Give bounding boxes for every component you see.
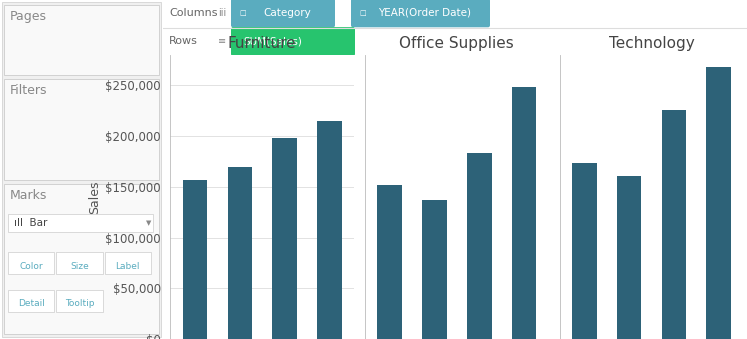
Bar <box>572 162 597 339</box>
FancyBboxPatch shape <box>2 2 161 337</box>
Text: Label: Label <box>116 262 140 271</box>
Bar <box>317 121 341 339</box>
Text: Category: Category <box>263 8 311 18</box>
Text: Filters: Filters <box>10 84 48 97</box>
Text: Size: Size <box>70 262 89 271</box>
Text: Pages: Pages <box>10 10 47 23</box>
Text: iii: iii <box>218 8 226 18</box>
Text: ▼: ▼ <box>146 220 152 226</box>
Bar <box>377 185 402 339</box>
FancyBboxPatch shape <box>231 0 335 27</box>
Text: □: □ <box>239 10 246 16</box>
Text: Marks: Marks <box>10 189 47 202</box>
FancyBboxPatch shape <box>8 290 55 312</box>
Title: Technology: Technology <box>609 36 695 51</box>
Bar <box>467 153 492 339</box>
FancyBboxPatch shape <box>4 5 159 75</box>
Text: Color: Color <box>19 262 43 271</box>
Bar <box>228 166 252 339</box>
Title: Office Supplies: Office Supplies <box>400 36 514 51</box>
Bar <box>662 110 686 339</box>
FancyBboxPatch shape <box>56 252 102 274</box>
FancyBboxPatch shape <box>4 184 159 334</box>
Text: Tooltip: Tooltip <box>65 299 94 308</box>
FancyBboxPatch shape <box>8 252 55 274</box>
Bar <box>512 87 536 339</box>
FancyBboxPatch shape <box>8 214 153 232</box>
Bar <box>422 200 447 339</box>
Text: Detail: Detail <box>18 299 45 308</box>
FancyBboxPatch shape <box>105 252 151 274</box>
Text: ≡: ≡ <box>218 36 226 46</box>
FancyBboxPatch shape <box>231 27 355 56</box>
FancyBboxPatch shape <box>56 290 102 312</box>
Text: □: □ <box>359 10 365 16</box>
Bar <box>617 176 642 339</box>
Title: Furniture: Furniture <box>228 36 297 51</box>
Text: ıll  Bar: ıll Bar <box>14 218 47 228</box>
Text: SUM(Sales): SUM(Sales) <box>243 37 302 46</box>
Text: Columns: Columns <box>169 8 217 18</box>
Bar <box>707 67 731 339</box>
Text: Rows: Rows <box>169 36 198 46</box>
Text: YEAR(Order Date): YEAR(Order Date) <box>378 8 471 18</box>
FancyBboxPatch shape <box>4 79 159 180</box>
Y-axis label: Sales: Sales <box>88 180 101 214</box>
FancyBboxPatch shape <box>351 0 490 27</box>
Bar <box>183 180 208 339</box>
Bar <box>272 138 297 339</box>
